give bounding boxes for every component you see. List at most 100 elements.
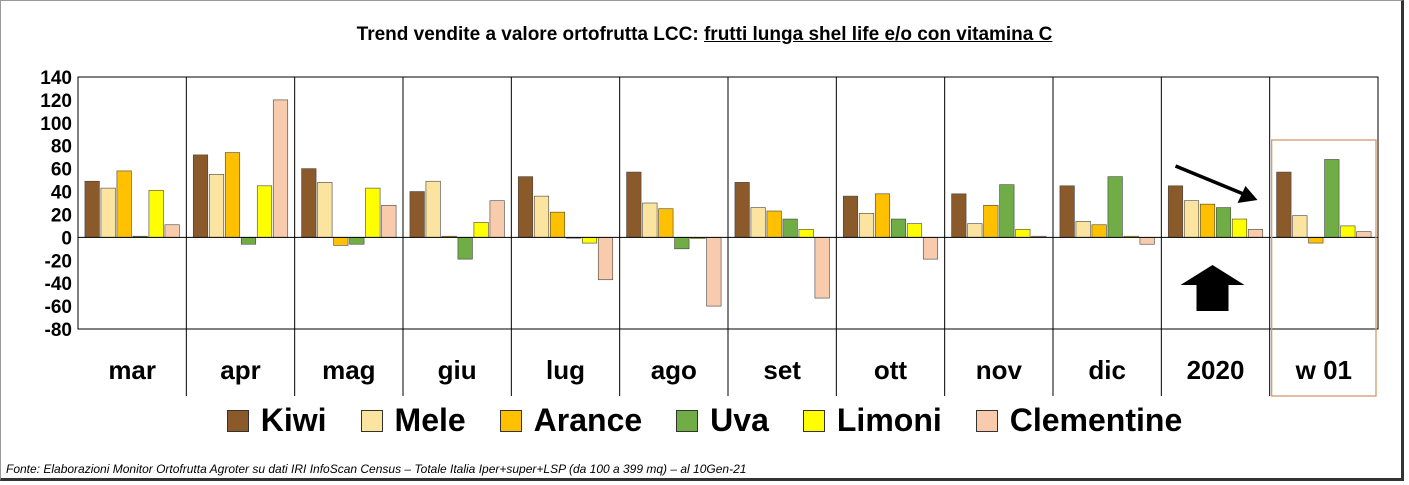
bar-limoni-nov — [1015, 229, 1031, 238]
bar-mele-giu — [425, 180, 441, 238]
bar-mele-2020 — [1183, 200, 1200, 238]
bar-limoni-lug — [581, 237, 598, 244]
bar-kiwi-mar — [84, 180, 100, 238]
bar-mele-lug — [533, 195, 550, 238]
bar-clementine-mag — [381, 204, 397, 238]
bar-kiwi-set — [734, 182, 750, 238]
x-category-label: w 01 — [1295, 355, 1352, 385]
bar-kiwi-giu — [409, 191, 425, 238]
bar-uva-ago — [674, 237, 690, 250]
bar-clementine-2020 — [1247, 229, 1264, 238]
bar-mele-apr — [208, 174, 225, 238]
bar-clementine-giu — [489, 200, 505, 238]
bar-limoni-w-01 — [1340, 225, 1356, 238]
x-category-label: nov — [976, 355, 1023, 385]
bar-arance-ott — [874, 193, 891, 238]
legend-swatch — [226, 409, 249, 432]
bar-clementine-mar — [164, 224, 180, 238]
bar-arance-set — [766, 210, 782, 238]
highlight-box-w01 — [1271, 139, 1377, 397]
bar-uva-nov — [999, 184, 1015, 238]
y-tick-label: 100 — [40, 114, 72, 135]
chart-title-underlined: frutti lunga shel life e/o con vitamina … — [703, 24, 1053, 45]
bar-uva-ott — [890, 218, 907, 238]
bar-uva-giu — [457, 237, 473, 260]
bar-arance-w-01 — [1308, 237, 1324, 244]
bar-arance-ago — [658, 208, 674, 238]
bar-uva-apr — [240, 237, 257, 245]
legend-item-limoni: Limoni — [802, 402, 942, 439]
x-category-label: apr — [220, 355, 260, 385]
legend: Kiwi Mele Arance Uva Limoni Clementine — [0, 402, 1409, 439]
bar-kiwi-mag — [301, 168, 317, 238]
bar-clementine-ott — [922, 237, 939, 260]
chart-title: Trend vendite a valore ortofrutta LCC: f… — [0, 24, 1409, 46]
bar-uva-dic — [1107, 176, 1123, 238]
bar-arance-dic — [1091, 224, 1107, 238]
x-category-label: mag — [322, 355, 375, 385]
y-tick-label: 120 — [40, 91, 72, 112]
y-tick-label: 20 — [51, 205, 72, 226]
bar-kiwi-nov — [951, 193, 967, 238]
bar-clementine-lug — [597, 237, 614, 281]
x-category-label: dic — [1088, 355, 1126, 385]
legend-swatch — [499, 409, 522, 432]
y-tick-label: 0 — [61, 228, 72, 249]
legend-item-uva: Uva — [676, 402, 769, 439]
x-category-label: mar — [108, 355, 156, 385]
bar-limoni-apr — [256, 185, 273, 238]
legend-item-arance: Arance — [499, 402, 643, 439]
bar-clementine-w-01 — [1356, 231, 1372, 238]
legend-label: Arance — [533, 402, 643, 438]
bar-limoni-ott — [906, 223, 923, 238]
y-tick-label: 80 — [51, 137, 72, 158]
bar-mele-ott — [858, 213, 875, 238]
bar-limoni-giu — [473, 222, 489, 238]
bar-mele-set — [750, 207, 766, 238]
legend-label: Clementine — [1009, 402, 1183, 438]
x-category-label: set — [763, 355, 801, 385]
x-category-label: ago — [651, 355, 697, 385]
legend-item-clementine: Clementine — [975, 402, 1183, 439]
legend-item-kiwi: Kiwi — [226, 402, 327, 439]
x-category-label: ott — [874, 355, 908, 385]
legend-swatch — [676, 409, 699, 432]
trend-arrow-head — [1237, 186, 1258, 203]
bar-mele-ago — [642, 202, 658, 238]
x-category-label: 2020 — [1187, 355, 1245, 385]
legend-item-mele: Mele — [360, 402, 466, 439]
bar-kiwi-w-01 — [1276, 171, 1292, 238]
legend-swatch — [975, 409, 998, 432]
bar-kiwi-ott — [842, 195, 859, 238]
bar-kiwi-lug — [517, 176, 534, 238]
bar-limoni-mag — [365, 187, 381, 238]
trend-arrow-line — [1174, 164, 1245, 196]
y-tick-label: 60 — [51, 160, 72, 181]
bar-uva-2020 — [1215, 207, 1232, 238]
bar-mele-nov — [967, 223, 983, 238]
bar-clementine-set — [814, 237, 830, 299]
y-tick-label: -20 — [45, 251, 72, 272]
bar-clementine-ago — [706, 237, 722, 307]
legend-label: Uva — [710, 402, 769, 438]
y-tick-label: -60 — [45, 297, 72, 318]
legend-label: Limoni — [836, 402, 942, 438]
y-tick-label: 40 — [51, 183, 72, 204]
bar-arance-mar — [116, 170, 132, 238]
bar-clementine-dic — [1139, 237, 1155, 245]
bar-kiwi-2020 — [1167, 185, 1184, 238]
y-tick-label: -40 — [45, 274, 72, 295]
bar-uva-set — [782, 218, 798, 238]
bar-arance-2020 — [1199, 203, 1216, 238]
bar-clementine-apr — [272, 99, 289, 238]
bar-mele-mag — [317, 182, 333, 238]
bar-arance-apr — [224, 152, 241, 238]
bar-uva-w-01 — [1324, 159, 1340, 238]
bar-limoni-2020 — [1231, 218, 1248, 238]
bar-kiwi-dic — [1059, 185, 1075, 238]
chart-title-prefix: Trend vendite a valore ortofrutta LCC: — [356, 24, 704, 45]
legend-swatch — [360, 409, 383, 432]
bar-mele-mar — [100, 187, 116, 238]
